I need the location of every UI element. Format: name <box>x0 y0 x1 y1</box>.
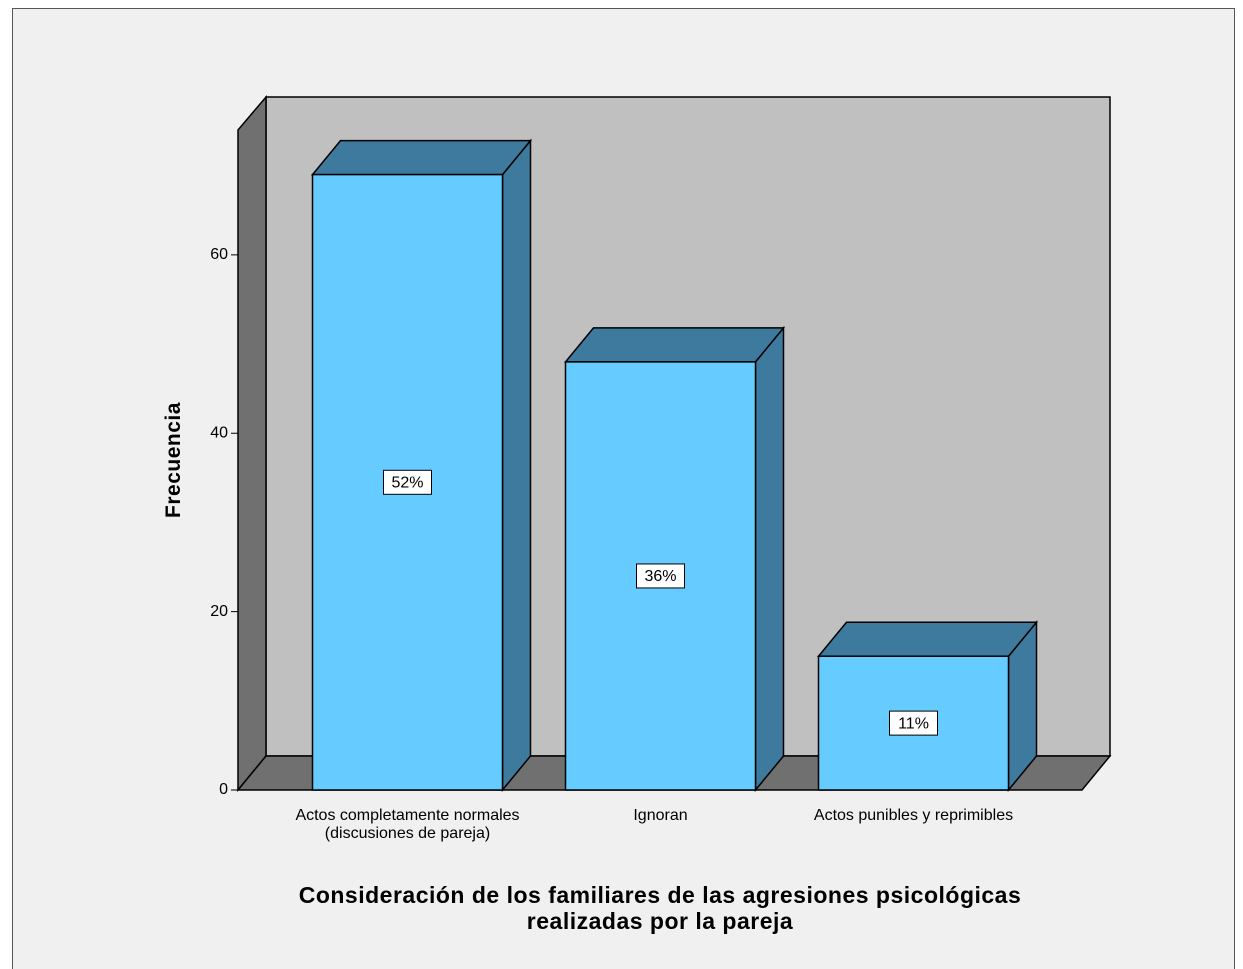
y-tick-label: 0 <box>219 781 228 798</box>
y-tick-label: 60 <box>210 246 228 263</box>
percent-label-box <box>889 710 938 736</box>
percent-label-box <box>636 563 685 589</box>
y-axis-title: Frecuencia <box>162 402 185 518</box>
x-tick-label: Actos completamente normales (discusione… <box>295 807 520 842</box>
bar-top <box>563 327 786 363</box>
bar-top <box>816 621 1039 657</box>
x-axis-title: Consideración de los familiares de las a… <box>298 882 1022 934</box>
left-wall <box>237 94 267 793</box>
bar-side <box>501 138 532 793</box>
y-tick-label: 40 <box>210 424 228 441</box>
x-tick-label: Ignoran <box>633 807 688 824</box>
y-tick-label: 20 <box>210 603 228 620</box>
percent-label: 52% <box>391 475 423 492</box>
percent-label: 11% <box>898 715 929 732</box>
bar-top <box>310 139 533 176</box>
percent-label-box <box>383 469 432 495</box>
x-tick-label: Actos punibles y reprimibles <box>813 807 1014 824</box>
bar-side <box>754 325 785 793</box>
percent-label: 36% <box>644 568 676 585</box>
